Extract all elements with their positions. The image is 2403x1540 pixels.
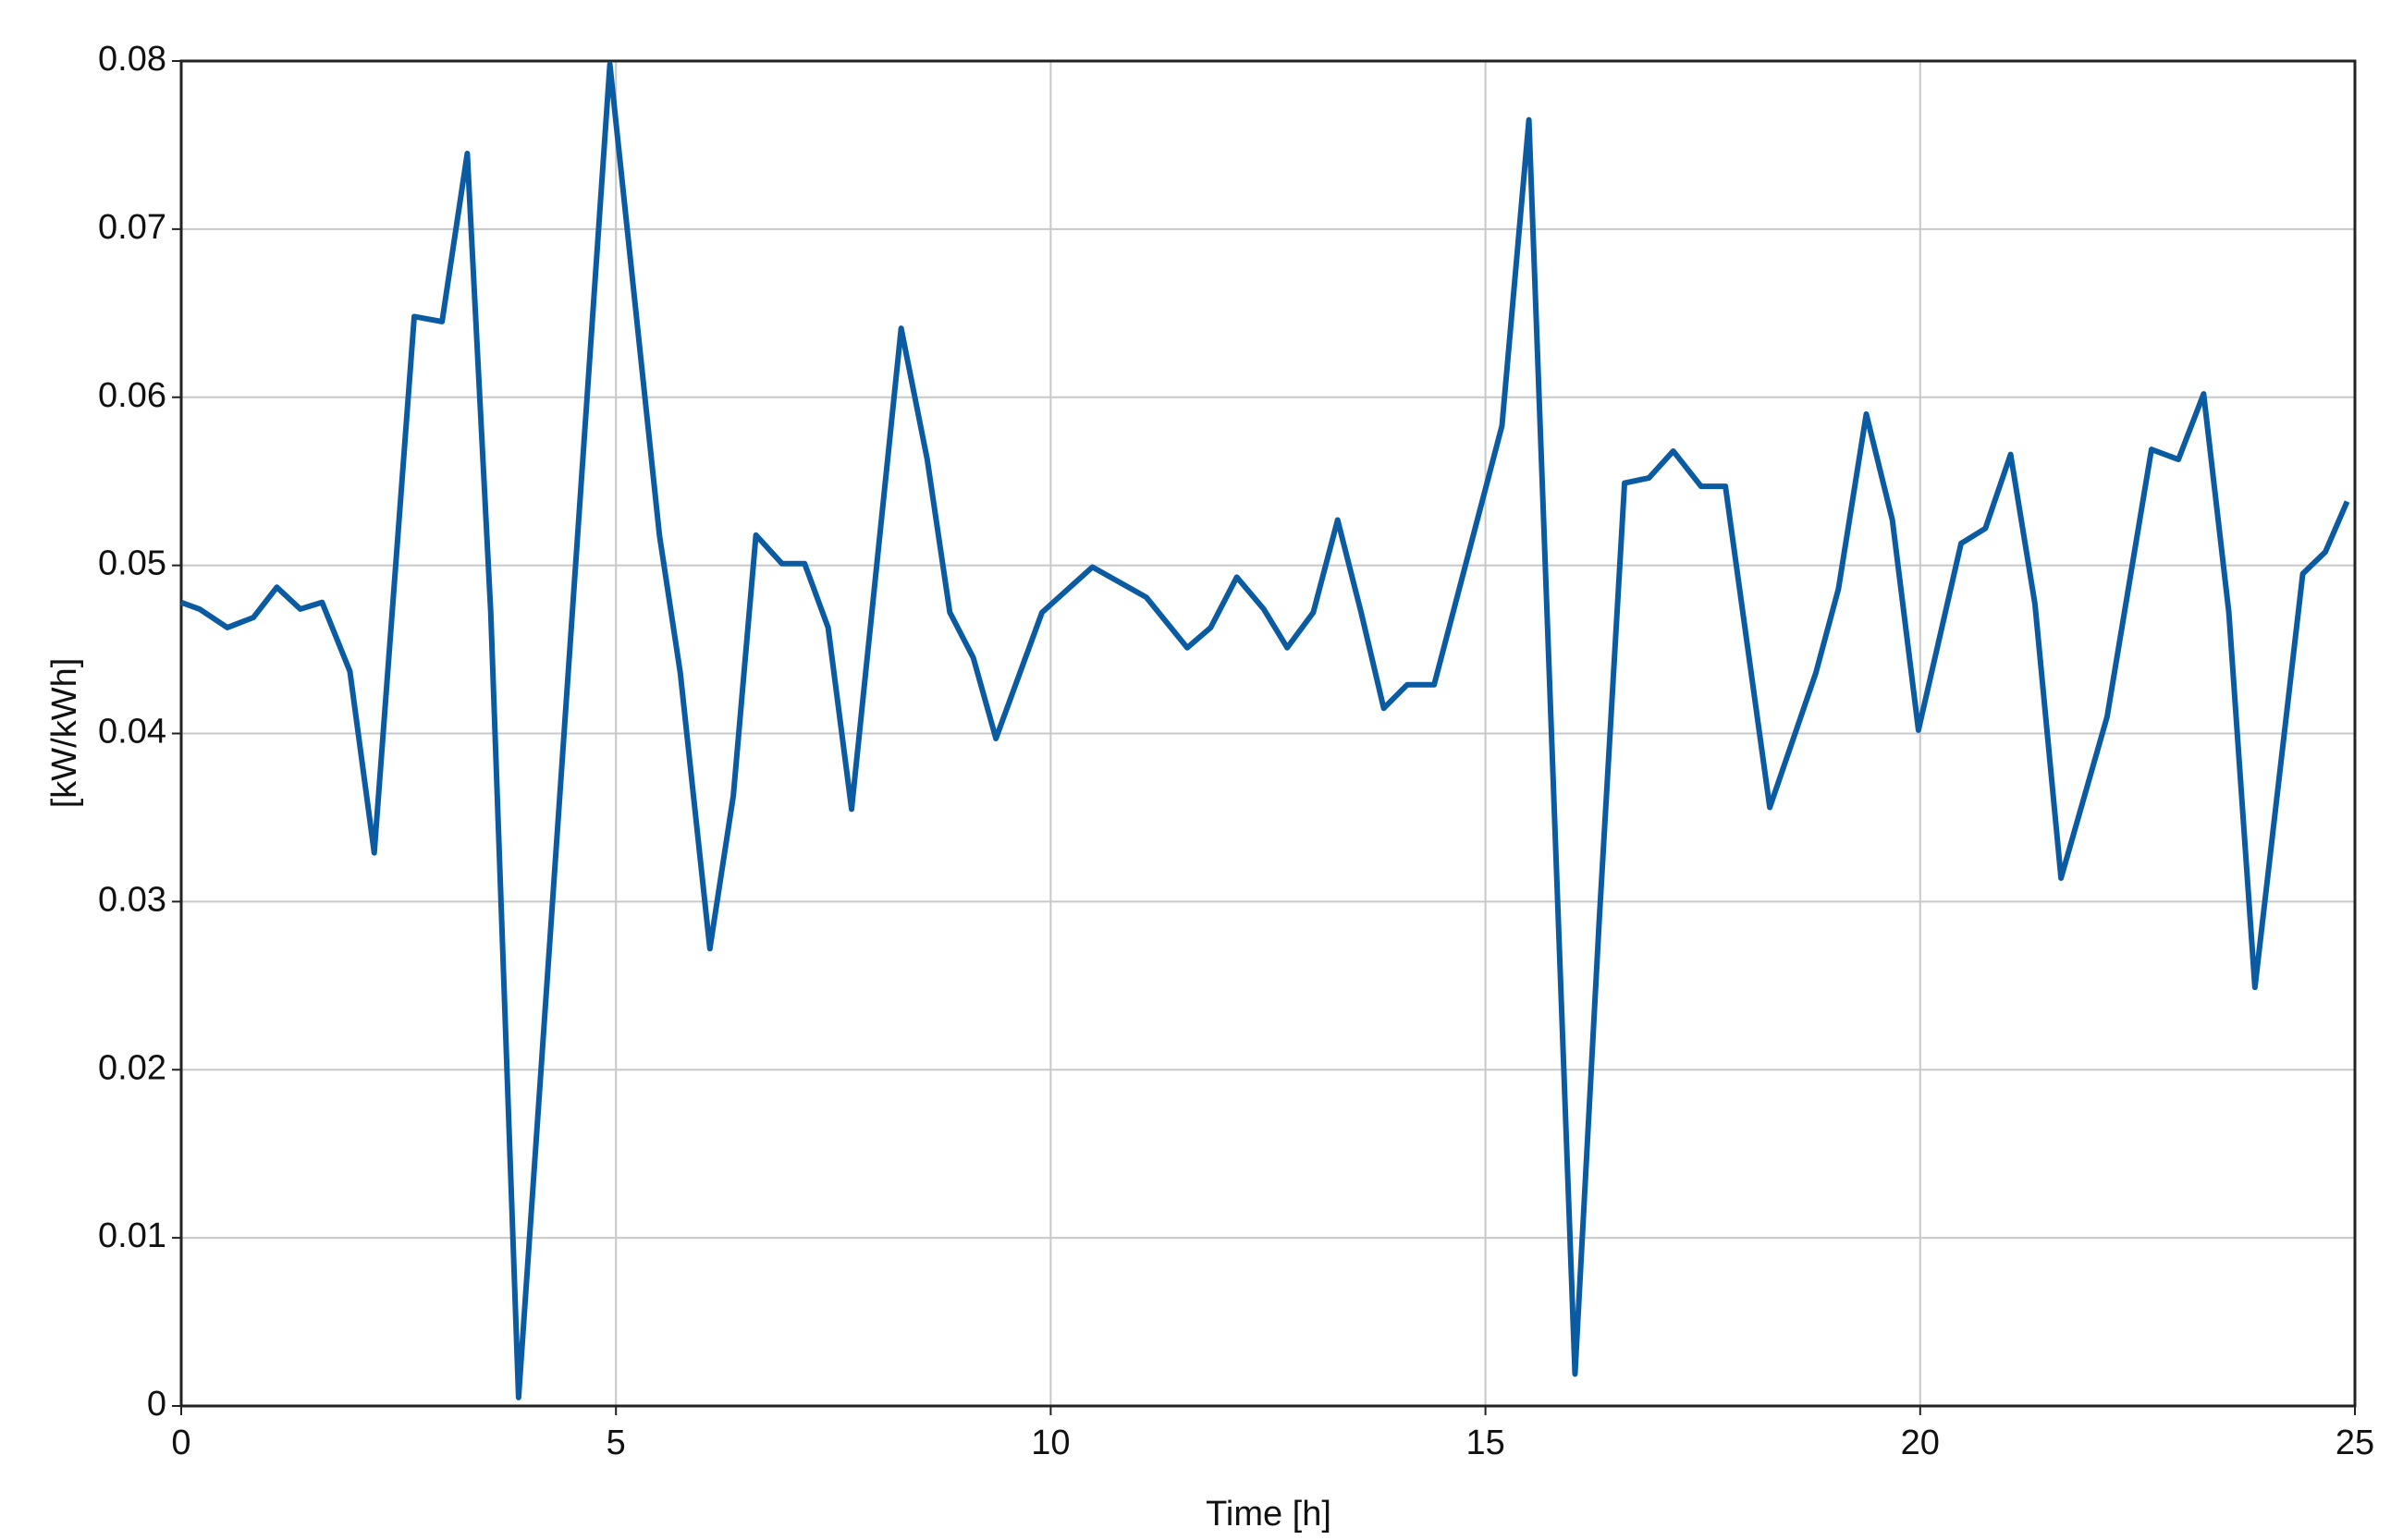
x-tick-label: 0	[171, 1424, 190, 1462]
y-tick-label: 0.02	[98, 1048, 166, 1087]
y-tick-label: 0.04	[98, 713, 166, 752]
y-tick-label: 0.01	[98, 1216, 166, 1255]
y-tick-label: 0.07	[98, 208, 166, 247]
y-tick-label: 0	[147, 1385, 166, 1424]
y-tick-label: 0.06	[98, 376, 166, 415]
x-tick-label: 10	[1031, 1424, 1070, 1462]
x-axis-label: Time [h]	[1206, 1495, 1331, 1534]
plot-frame	[179, 59, 2357, 1408]
y-tick-label: 0.03	[98, 880, 166, 919]
y-tick-label: 0.08	[98, 40, 166, 79]
x-tick-label: 20	[1901, 1424, 1940, 1462]
data-line	[179, 61, 2350, 1400]
x-tick-label: 25	[2336, 1424, 2374, 1462]
x-tick-label: 5	[607, 1424, 626, 1462]
y-tick-label: 0.05	[98, 544, 166, 583]
y-axis-label: [kW/kWh]	[45, 658, 84, 809]
x-tick-label: 15	[1465, 1424, 1504, 1462]
